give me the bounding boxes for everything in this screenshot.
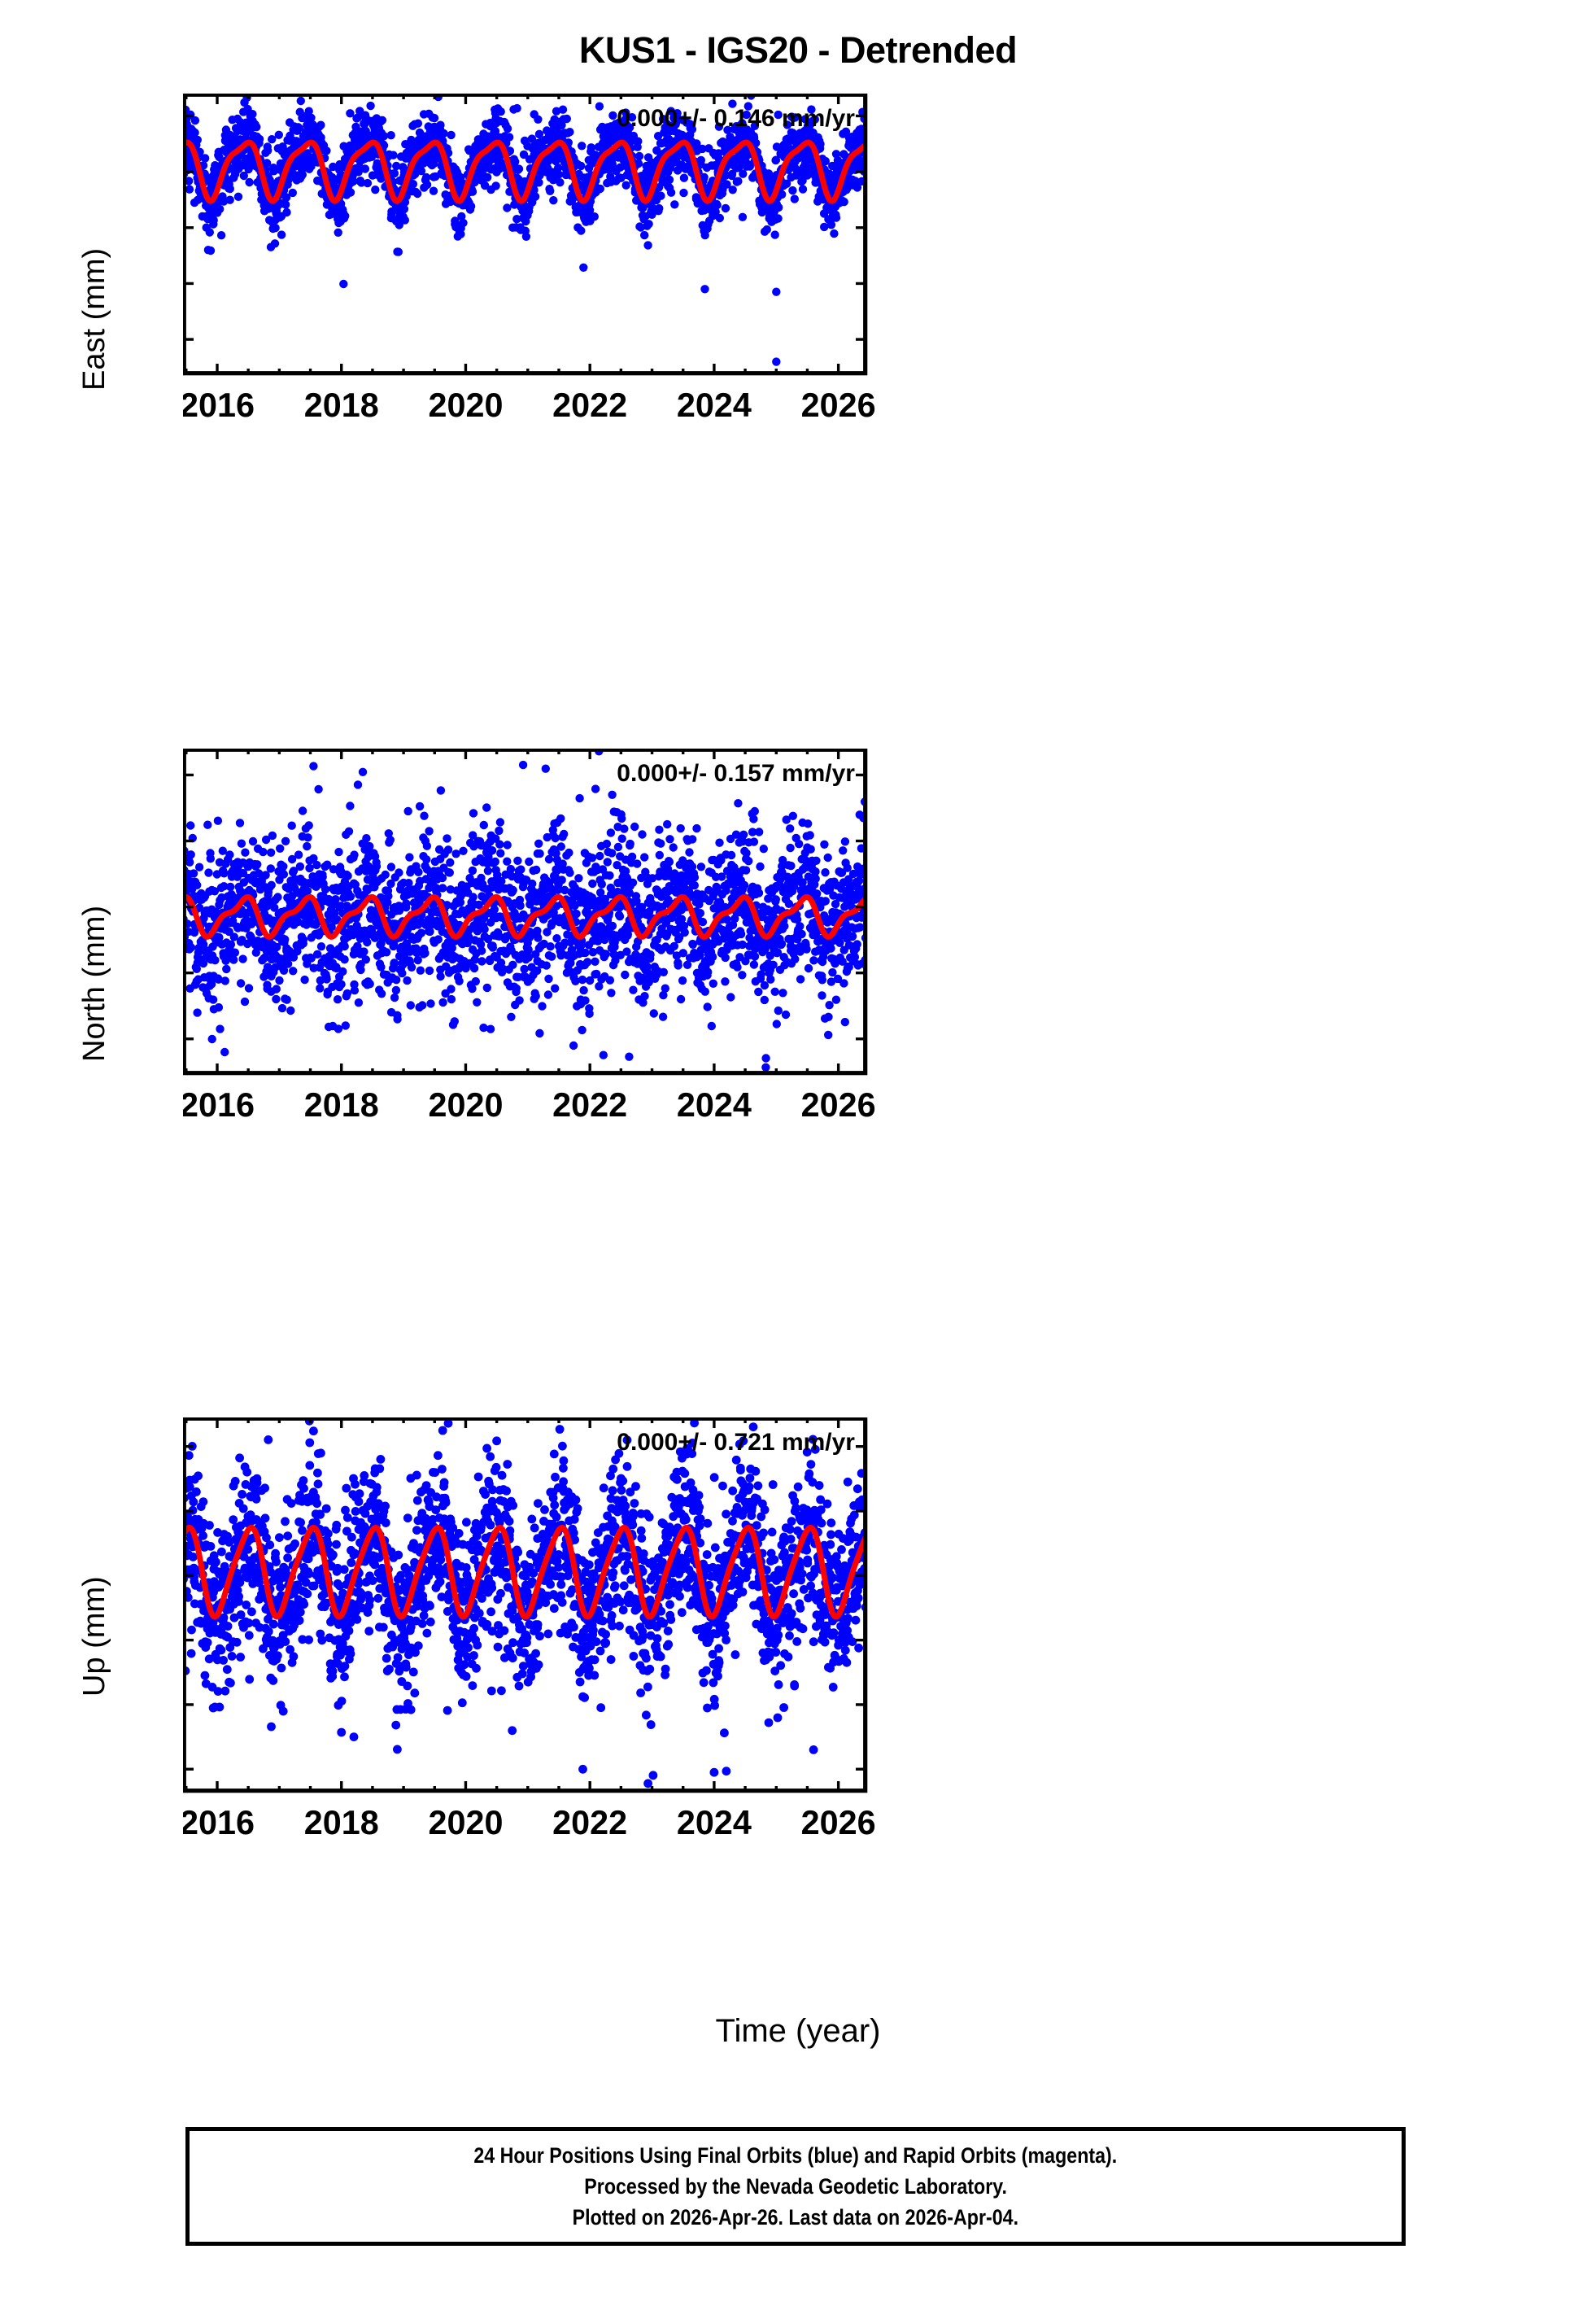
north-data-layer: [183, 749, 866, 1074]
north-rate-annotation: 0.000+/- 0.157 mm/yr: [617, 760, 855, 787]
north-xtick-label: 2020: [428, 1085, 503, 1124]
footer-line-2: Processed by the Nevada Geodetic Laborat…: [584, 2173, 1007, 2199]
east-outlier-point: [700, 285, 709, 294]
north-axis-label: North (mm): [77, 905, 111, 1062]
east-outlier-point: [772, 287, 781, 296]
up-plot-area: 20100−10−20−302016201820202022202420260.…: [183, 1417, 876, 1841]
up-axis-label: Up (mm): [77, 1576, 111, 1697]
north-axes-frame: [183, 749, 868, 1076]
up-xtick-label: 2024: [677, 1803, 752, 1841]
page-title: KUS1 - IGS20 - Detrended: [578, 29, 1018, 71]
up-rate-annotation: 0.000+/- 0.721 mm/yr: [617, 1429, 855, 1456]
panel-north: 630−3−62016201820202022202420260.000+/- …: [183, 749, 915, 1135]
east-xtick-label: 2020: [428, 386, 503, 424]
up-outlier-point: [622, 1435, 632, 1445]
east-xtick-label: 2022: [552, 386, 627, 424]
panel-east: 40−4−8−122016201820202022202420260.000+/…: [183, 94, 915, 435]
north-outlier-point: [220, 1047, 229, 1057]
east-axis-label: East (mm): [77, 247, 111, 391]
east-rate-annotation: 0.000+/- 0.146 mm/yr: [617, 105, 855, 132]
north-xtick-label: 2024: [677, 1085, 752, 1124]
x-axis-label: Time (year): [715, 2013, 881, 2049]
up-axes-frame: [183, 1417, 868, 1793]
north-seasonal-fit-curve: [183, 893, 866, 940]
up-xtick-label: 2016: [183, 1803, 255, 1841]
up-outlier-point: [809, 1745, 818, 1754]
footer-line-3: Plotted on 2026-Apr-26. Last data on 202…: [572, 2205, 1019, 2230]
up-outlier-point: [709, 1767, 719, 1777]
north-xtick-label: 2026: [801, 1085, 876, 1124]
east-xtick-label: 2018: [304, 386, 379, 424]
footer-note-box: 24 Hour Positions Using Final Orbits (bl…: [185, 2127, 1406, 2246]
east-xtick-label: 2026: [801, 386, 876, 424]
east-seasonal-fit-curve: [183, 139, 866, 204]
north-xtick-label: 2022: [552, 1085, 627, 1124]
up-seasonal-fit-curve: [183, 1524, 866, 1620]
north-plot-area: 630−3−62016201820202022202420260.000+/- …: [183, 749, 876, 1124]
panel-up: 20100−10−20−302016201820202022202420260.…: [183, 1417, 915, 1853]
east-outlier-point: [772, 357, 781, 366]
up-xtick-label: 2022: [552, 1803, 627, 1841]
up-xtick-label: 2018: [304, 1803, 379, 1841]
up-outlier-point: [349, 1732, 359, 1741]
east-axes-frame: [183, 94, 868, 376]
north-xtick-label: 2016: [183, 1085, 255, 1124]
east-data-layer: [183, 94, 866, 366]
north-scatter-points: [183, 749, 866, 1074]
up-xtick-label: 2026: [801, 1803, 876, 1841]
footer-line-1: 24 Hour Positions Using Final Orbits (bl…: [473, 2142, 1118, 2168]
up-xtick-label: 2020: [428, 1803, 503, 1841]
east-xtick-label: 2024: [677, 386, 752, 424]
east-plot-area: 40−4−8−122016201820202022202420260.000+/…: [183, 94, 876, 424]
up-outlier-point: [309, 1426, 318, 1436]
north-outlier-point: [436, 786, 446, 795]
up-data-layer: [183, 1417, 866, 1788]
up-scatter-points: [183, 1417, 866, 1788]
north-outlier-point: [309, 762, 318, 771]
north-xtick-label: 2018: [304, 1085, 379, 1124]
east-xtick-label: 2016: [183, 386, 255, 424]
